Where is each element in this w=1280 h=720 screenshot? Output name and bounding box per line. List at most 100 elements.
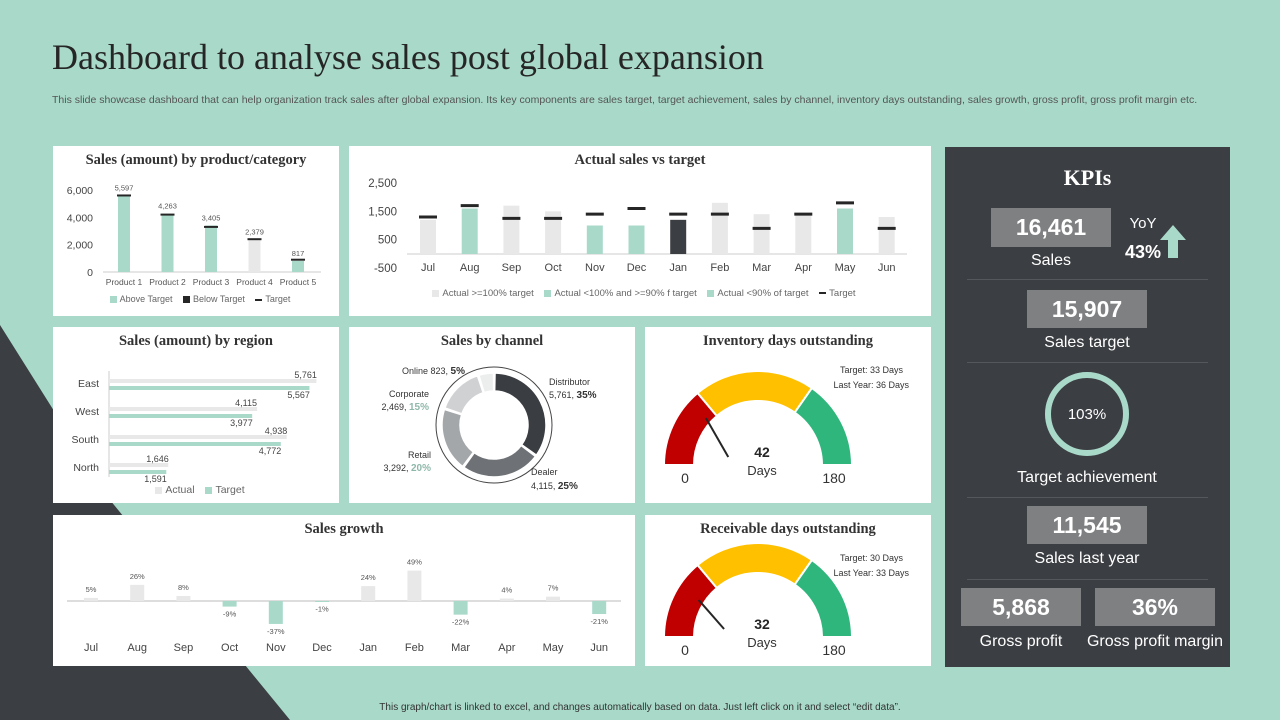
target-bar — [109, 414, 253, 418]
donut-slice — [443, 374, 485, 415]
legend-swatch-below — [182, 296, 190, 304]
channel-sales-card[interactable]: Sales by channel Distributor 5,761, 35% De… — [349, 327, 635, 503]
x-tick-label: Product 1 — [106, 277, 143, 287]
y-tick-label: 2,000 — [67, 240, 93, 252]
channel-sales-chart: Distributor 5,761, 35% Dealer 4,115, 25% Ret… — [381, 366, 597, 492]
x-tick-label: Oct — [221, 642, 238, 654]
growth-bar — [130, 584, 145, 601]
legend-lt90: Actual <90% of target — [717, 288, 809, 299]
target-value-label: 4,772 — [259, 446, 282, 456]
actual-bar — [586, 225, 603, 254]
actual-bar — [878, 217, 895, 254]
y-tick-label: 2,500 — [368, 178, 397, 190]
y-tick-label: -500 — [374, 263, 397, 275]
x-tick-label: Oct — [545, 262, 562, 274]
x-tick-label: May — [835, 262, 856, 274]
y-tick-label: South — [72, 434, 100, 446]
y-tick-label: East — [78, 378, 99, 390]
receivable-days-card[interactable]: Receivable days outstanding 32 Days 0 180 Ta… — [645, 515, 931, 666]
bar-value-label: 3,405 — [202, 213, 221, 222]
actual-bar — [109, 463, 169, 467]
bar-value-label: 2,379 — [245, 227, 264, 236]
x-tick-label: Jun — [878, 262, 896, 274]
growth-bar — [84, 597, 98, 601]
actual-bar — [420, 219, 436, 254]
legend-swatch-above — [109, 296, 117, 304]
gauge-unit: Days — [747, 463, 777, 478]
y-tick-label: 0 — [87, 267, 93, 279]
donut-slice — [493, 372, 547, 457]
actual-vs-target-card[interactable]: Actual sales vs target 2,500 1,500 500 -500… — [349, 146, 931, 316]
growth-value-label: -37% — [267, 627, 285, 636]
growth-value-label: 26% — [130, 572, 145, 581]
channel-label: Online 823, 5% — [402, 366, 465, 377]
gauge-target-label: Target: 30 Days — [840, 553, 904, 563]
gross-profit-margin-label: Gross profit margin — [1086, 633, 1224, 650]
sales-target-value-box: 15,907 — [1027, 290, 1147, 328]
x-tick-label: Dec — [627, 262, 647, 274]
donut-slice — [477, 372, 495, 394]
growth-bar — [361, 586, 376, 601]
gauge-min-label: 0 — [681, 642, 689, 658]
legend-target: Target — [265, 294, 291, 304]
legend-below-target: Below Target — [192, 294, 245, 304]
sales-growth-card[interactable]: Sales growth 5% Jul 26% Aug 8% Sep -9% Oct -37% N… — [53, 515, 635, 666]
sales-last-year-value-box: 11,545 — [1027, 506, 1147, 544]
growth-value-label: 8% — [178, 583, 189, 592]
kpi-divider — [967, 497, 1208, 498]
kpi-divider — [967, 362, 1208, 363]
gauge-value: 42 — [754, 444, 770, 460]
legend-swatch-ge100 — [432, 289, 440, 297]
y-tick-label: North — [73, 462, 99, 474]
actual-bar — [503, 205, 520, 254]
product-sales-card[interactable]: Sales (amount) by product/category 6,000… — [53, 146, 339, 316]
footer-note: This graph/chart is linked to excel, and… — [379, 702, 901, 713]
gauge-segment — [696, 542, 814, 590]
channel-sales-title: Sales by channel — [440, 333, 544, 349]
growth-value-label: 4% — [501, 586, 512, 595]
sales-target-label: Sales target — [1044, 334, 1130, 351]
legend-swatch-target — [819, 292, 827, 295]
x-tick-label: Apr — [498, 642, 515, 654]
channel-value-label: 5,761, 35% — [549, 390, 597, 401]
growth-bar — [176, 596, 191, 601]
channel-value-label: 4,115, 25% — [531, 481, 578, 492]
inventory-days-card[interactable]: Inventory days outstanding 42 Days 0 180 Tar… — [645, 327, 931, 503]
page-title: Dashboard to analyse sales post global e… — [52, 37, 764, 77]
growth-value-label: -1% — [315, 605, 329, 614]
target-value-label: 1,591 — [144, 474, 167, 484]
growth-value-label: 5% — [86, 585, 97, 594]
actual-bar — [545, 211, 562, 254]
product-bar — [248, 239, 261, 272]
target-achievement-label: Target achievement — [1017, 469, 1157, 486]
x-tick-label: Jul — [421, 262, 435, 274]
x-tick-label: Dec — [312, 642, 332, 654]
product-bar — [118, 195, 130, 272]
x-tick-label: Feb — [405, 642, 424, 654]
gross-profit-margin-value-box: 36% — [1095, 588, 1215, 626]
legend-target-line: Target — [829, 288, 856, 299]
actual-bar — [109, 435, 287, 439]
x-tick-label: Apr — [795, 262, 812, 274]
donut-slice — [441, 408, 475, 468]
x-tick-label: Jun — [590, 642, 608, 654]
arrow-up-icon — [1160, 225, 1186, 258]
yoy-value: 43% — [1124, 242, 1162, 262]
actual-value-label: 4,938 — [265, 426, 288, 436]
gauge-needle — [697, 599, 725, 630]
channel-name-label: Distributor — [549, 377, 590, 387]
gross-profit-label: Gross profit — [979, 633, 1063, 650]
receivable-days-gauge: 32 Days 0 180 Target: 30 Days Last Year: 33 D… — [662, 542, 909, 658]
sales-growth-chart: 5% Jul 26% Aug 8% Sep -9% Oct -37% Nov -1% Dec 24% Ja… — [67, 558, 621, 654]
kpi-panel: KPIs 16,461 Sales YoY 43% 15,907 Sales t… — [945, 147, 1230, 667]
gauge-value: 32 — [754, 616, 770, 632]
region-sales-legend: Actual Target — [53, 484, 339, 496]
region-sales-card[interactable]: Sales (amount) by region East 5,761 5,567 W… — [53, 327, 339, 503]
gauge-min-label: 0 — [681, 470, 689, 486]
region-sales-chart: East 5,761 5,567 West 4,115 3,977 South 4,938 4,… — [72, 370, 317, 484]
receivable-days-title: Receivable days outstanding — [700, 521, 876, 537]
sales-value-box: 16,461 — [991, 208, 1111, 247]
target-bar — [109, 386, 310, 390]
legend-swatch-90 — [544, 289, 552, 297]
x-tick-label: Jan — [359, 642, 377, 654]
